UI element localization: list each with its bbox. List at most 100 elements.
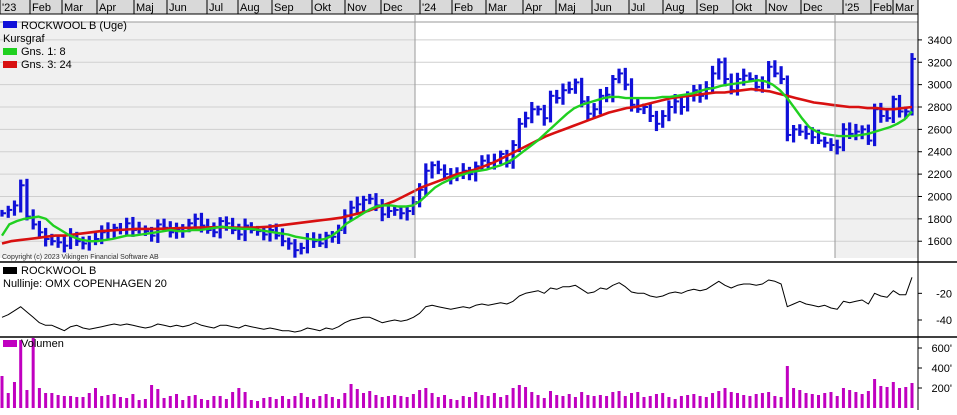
volume-bar (418, 390, 422, 408)
volume-bar (548, 391, 552, 408)
volume-bar (44, 393, 48, 408)
volume-bar (754, 394, 758, 408)
volume-bar (287, 399, 291, 408)
volume-bar (499, 397, 503, 408)
volume-bar (206, 400, 210, 408)
volume-bar (536, 395, 540, 408)
volume-bar (380, 397, 384, 408)
volume-bar (386, 396, 390, 408)
x-tick-label: Mar (64, 2, 83, 14)
price-y-label: 1600 (928, 236, 952, 248)
volume-bar (841, 388, 845, 408)
sma-24-line (1, 87, 913, 245)
volume-bar (598, 395, 602, 408)
volume-bar (137, 400, 141, 408)
x-tick-label: Maj (558, 2, 576, 14)
volume-bar (175, 394, 179, 408)
volume-bar (492, 393, 496, 408)
volume-bar (779, 397, 783, 408)
legend-volume: Volumen (21, 338, 64, 350)
volume-bar (168, 396, 172, 408)
volume-bar (567, 394, 571, 408)
volume-bar (605, 396, 609, 408)
x-tick-label: Apr (525, 2, 542, 14)
relative-line (1, 277, 913, 333)
volume-bar (449, 399, 453, 408)
price-bars (0, 53, 916, 258)
volume-bar (6, 393, 10, 408)
x-tick-label: Feb (32, 2, 51, 14)
volume-bar (679, 396, 683, 408)
volume-bar (891, 382, 895, 408)
volume-bar (293, 396, 297, 408)
x-tick-label: Mar (488, 2, 507, 14)
volume-bar (62, 396, 66, 408)
volume-bar (75, 397, 79, 408)
volume-bar (698, 396, 702, 408)
volume-bar (461, 396, 465, 408)
legend-rel-stock: ROCKWOOL B (21, 265, 96, 277)
x-tick-label: Jul (209, 2, 223, 14)
volume-bar (823, 393, 827, 408)
volume-bar (305, 397, 309, 408)
volume-bar (885, 387, 889, 408)
volume-bar (879, 386, 883, 408)
legend-swatch-gns1 (3, 48, 17, 55)
price-y-label: 3400 (928, 35, 952, 47)
volume-bar (131, 394, 135, 408)
volume-bar (829, 392, 833, 408)
volume-bar (723, 388, 727, 408)
volume-bar (318, 396, 322, 408)
volume-bar (156, 389, 160, 408)
volume-bar (692, 394, 696, 408)
x-tick-label: Feb (454, 2, 473, 14)
relative-y-axis: -20 -40 (918, 288, 952, 327)
relative-legend: ROCKWOOL B Nullinje: OMX COPENHAGEN 20 (3, 265, 167, 290)
volume-bar (455, 400, 459, 408)
volume-bar (411, 394, 415, 408)
volume-bar (143, 399, 147, 408)
volume-bar (711, 393, 715, 408)
volume-bar (268, 397, 272, 408)
x-tick-label: Sep (274, 2, 294, 14)
volume-bar (349, 384, 353, 408)
volume-bar (785, 366, 789, 408)
volume-bar (592, 396, 596, 408)
volume-bar (31, 338, 35, 408)
volume-bar (661, 393, 665, 408)
volume-y-label: 400' (932, 363, 952, 375)
volume-bar (424, 388, 428, 408)
volume-bar (299, 393, 303, 408)
volume-bar (654, 394, 658, 408)
volume-bar (555, 395, 559, 408)
volume-bar (362, 393, 366, 408)
volume-bar (181, 400, 185, 408)
volume-bar (100, 396, 104, 408)
volume-bar (224, 399, 228, 408)
volume-bar (773, 396, 777, 408)
volume-bar (25, 390, 29, 408)
x-tick-label: Jun (169, 2, 187, 14)
price-y-label: 2000 (928, 191, 952, 203)
volume-bar (748, 396, 752, 408)
price-y-label: 2800 (928, 102, 952, 114)
x-axis-labels: '23 Feb Mar Apr Maj Jun Jul Aug Sep Okt Nov Dec '24 F… (0, 0, 914, 14)
volume-bar (860, 394, 864, 408)
x-tick-label: Okt (735, 2, 752, 14)
volume-bar (798, 390, 802, 408)
volume-bar (623, 396, 627, 408)
legend-swatch-gns3 (3, 61, 17, 68)
volume-bar (343, 393, 347, 408)
volume-bar (561, 396, 565, 408)
volume-bar (12, 382, 16, 408)
volume-bar (56, 395, 60, 408)
sma-8-line (0, 79, 913, 243)
volume-bar (854, 392, 858, 408)
volume-bar (231, 392, 235, 408)
volume-bar (792, 388, 796, 408)
volume-bar (524, 387, 528, 408)
volume-bar (673, 399, 677, 408)
volume-bar (93, 388, 97, 408)
volume-bar (617, 391, 621, 408)
